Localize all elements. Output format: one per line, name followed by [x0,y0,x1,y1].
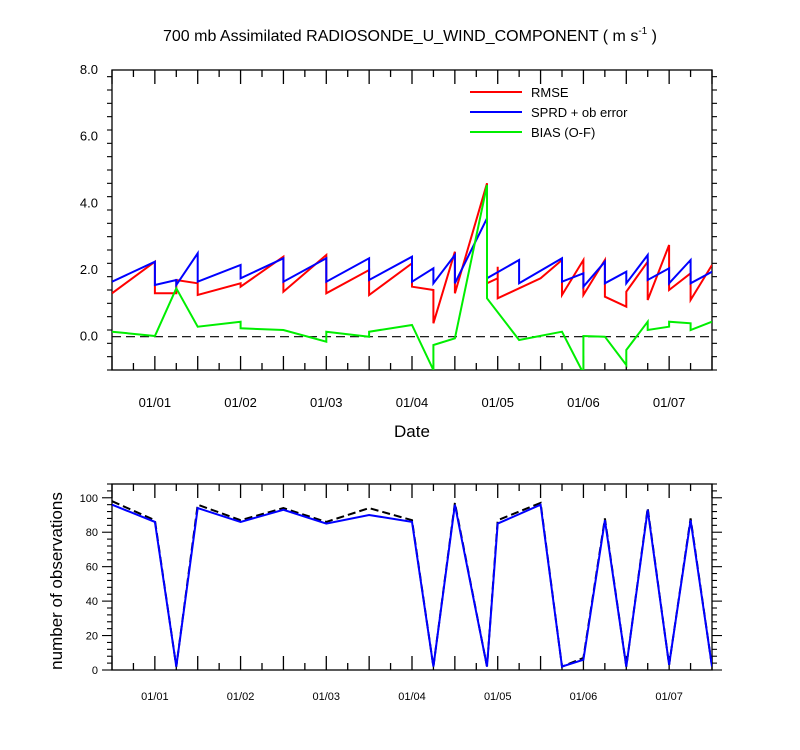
y-tick-label: 8.0 [80,62,98,77]
legend-label: SPRD + ob error [531,105,628,120]
x-tick-label: 01/06 [570,691,598,703]
x-tick-label: 01/06 [567,395,600,410]
chart-title-superscript: -1 [638,26,647,37]
x-tick-label: 01/04 [398,691,426,703]
x-tick-label: 01/02 [227,691,255,703]
x-tick-label: 01/04 [396,395,429,410]
top-panel: 01/01 01/02 01/03 01/04 01/05 01/06 01/07 0.0 2.… [80,62,717,441]
y-tick-label: 0.0 [80,329,98,344]
y-tick-label: 6.0 [80,129,98,144]
x-tick-label: 01/01 [139,395,172,410]
y-tick-label: 40 [86,596,98,608]
x-tick-label: 01/01 [141,691,169,703]
y-tick-label: 2.0 [80,262,98,277]
x-tick-label: 01/03 [310,395,343,410]
y-tick-label: 0 [92,665,98,677]
series-line-sprd-ob-error [112,217,712,290]
series-line-assimilated-observations [112,503,712,668]
x-tick-label: 01/03 [313,691,341,703]
x-tick-label: 01/07 [653,395,686,410]
legend-label: BIAS (O-F) [531,125,595,140]
chart-title-end: ) [647,28,657,45]
chart-title: 700 mb Assimilated RADIOSONDE_U_WIND_COM… [163,26,657,45]
y-tick-label: 20 [86,631,98,643]
y-axis-label: number of observations [47,492,66,670]
series-line-bias-o-f- [112,184,712,370]
x-axis-label: Date [394,422,430,441]
x-tick-label: 01/02 [224,395,257,410]
y-tick-label: 100 [80,493,98,505]
x-tick-label: 01/07 [655,691,683,703]
bottom-panel: 01/01 01/02 01/03 01/04 01/05 01/06 01/07 0 20 40… [47,483,722,703]
y-tick-label: 80 [86,527,98,539]
x-tick-label: 01/05 [481,395,514,410]
legend-label: RMSE [531,85,569,100]
x-tick-label: 01/05 [484,691,512,703]
y-tick-label: 4.0 [80,195,98,210]
chart-title-main: 700 mb Assimilated RADIOSONDE_U_WIND_COM… [163,28,638,45]
series-line-rmse [112,183,712,324]
y-tick-label: 60 [86,562,98,574]
